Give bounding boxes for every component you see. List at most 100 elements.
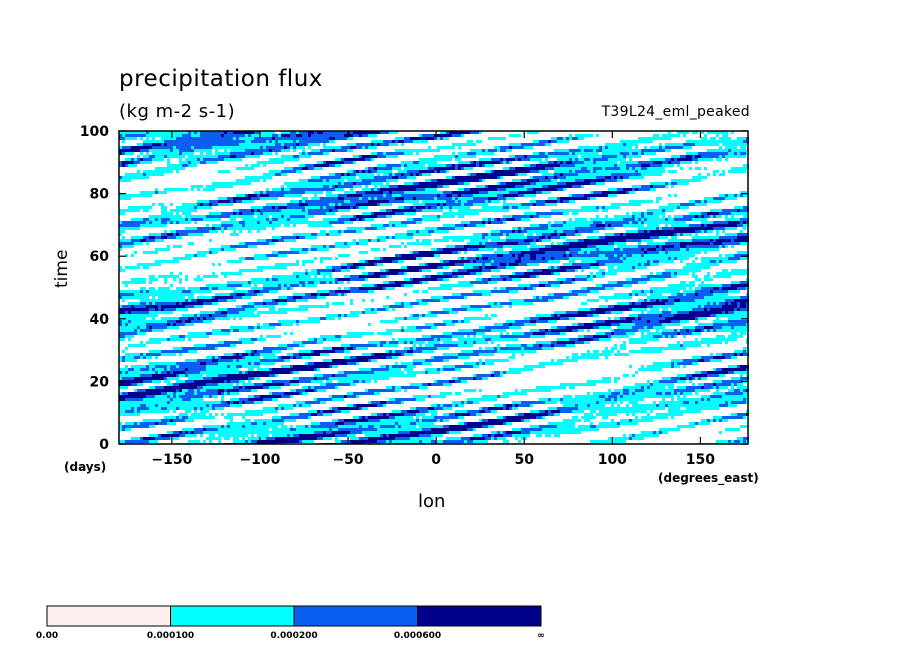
field-cell xyxy=(440,419,443,422)
field-cell xyxy=(203,188,215,191)
field-cell xyxy=(137,329,140,332)
field-cell xyxy=(518,263,527,266)
field-cell xyxy=(200,203,203,206)
field-cell xyxy=(443,365,455,368)
field-cell xyxy=(260,221,269,224)
field-cell xyxy=(140,437,143,440)
field-cell xyxy=(551,341,557,344)
field-cell xyxy=(605,215,608,218)
field-cell xyxy=(491,230,500,233)
field-cell xyxy=(536,182,557,185)
field-cell xyxy=(668,218,674,221)
field-cell xyxy=(536,296,539,299)
field-cell xyxy=(629,401,638,404)
field-cell xyxy=(272,434,287,437)
field-cell xyxy=(374,371,404,374)
field-cell xyxy=(317,296,326,299)
field-cell xyxy=(242,437,245,440)
field-cell xyxy=(734,326,749,329)
field-cell xyxy=(641,347,686,350)
y-tick-label: 60 xyxy=(90,249,110,265)
field-cell xyxy=(212,296,215,299)
field-cell xyxy=(236,353,239,356)
field-cell xyxy=(170,437,179,440)
field-cell xyxy=(323,143,326,146)
field-cell xyxy=(671,275,677,278)
field-cell xyxy=(638,281,647,284)
field-cell xyxy=(446,200,455,203)
field-cell xyxy=(302,197,308,200)
field-cell xyxy=(458,404,464,407)
field-cell xyxy=(695,200,701,203)
field-cell xyxy=(551,245,587,248)
field-cell xyxy=(134,293,194,296)
field-cell xyxy=(707,200,722,203)
field-cell xyxy=(473,197,488,200)
field-cell xyxy=(296,140,299,143)
field-cell xyxy=(416,422,434,425)
field-cell xyxy=(164,368,167,371)
field-cell xyxy=(119,149,140,152)
field-cell xyxy=(644,221,686,224)
field-cell xyxy=(347,374,416,377)
field-cell xyxy=(167,377,179,380)
field-cell xyxy=(443,272,452,275)
field-cell xyxy=(239,329,254,332)
field-cell xyxy=(392,308,395,311)
field-cell xyxy=(629,308,632,311)
field-cell xyxy=(557,359,578,362)
field-cell xyxy=(119,269,125,272)
field-cell xyxy=(419,440,422,443)
field-cell xyxy=(674,218,692,221)
field-cell xyxy=(281,365,290,368)
field-cell xyxy=(710,302,713,305)
field-cell xyxy=(605,227,614,230)
field-cell xyxy=(566,182,590,185)
field-cell xyxy=(587,314,593,317)
field-cell xyxy=(179,434,185,437)
field-cell xyxy=(338,281,344,284)
field-cell xyxy=(221,398,224,401)
field-cell xyxy=(719,173,725,176)
field-cell xyxy=(494,287,497,290)
field-cell xyxy=(596,206,599,209)
field-cell xyxy=(623,284,632,287)
field-cell xyxy=(701,377,707,380)
field-cell xyxy=(731,215,734,218)
field-cell xyxy=(683,335,686,338)
field-cell xyxy=(299,155,311,158)
field-cell xyxy=(740,146,746,149)
field-cell xyxy=(254,131,260,134)
field-cell xyxy=(377,155,386,158)
field-cell xyxy=(269,218,272,221)
field-cell xyxy=(161,353,176,356)
field-cell xyxy=(440,338,452,341)
field-cell xyxy=(143,353,146,356)
field-cell xyxy=(503,440,509,443)
field-cell xyxy=(629,191,635,194)
field-cell xyxy=(179,395,203,398)
field-cell xyxy=(470,188,497,191)
field-cell xyxy=(623,434,626,437)
field-cell xyxy=(515,158,518,161)
field-cell xyxy=(272,134,278,137)
field-cell xyxy=(569,260,575,263)
field-cell xyxy=(740,425,749,428)
field-cell xyxy=(539,170,548,173)
field-cell xyxy=(689,212,701,215)
field-cell xyxy=(644,146,647,149)
field-cell xyxy=(128,206,152,209)
field-cell xyxy=(371,353,374,356)
colorbar-swatch xyxy=(46,605,171,627)
field-cell xyxy=(149,290,182,293)
field-cell xyxy=(122,245,134,248)
field-cell xyxy=(728,149,731,152)
field-cell xyxy=(701,131,704,134)
field-cell xyxy=(443,419,449,422)
field-cell xyxy=(458,152,467,155)
field-cell xyxy=(167,323,170,326)
field-cell xyxy=(563,230,575,233)
field-cell xyxy=(728,152,734,155)
field-cell xyxy=(311,380,323,383)
field-cell xyxy=(656,200,659,203)
